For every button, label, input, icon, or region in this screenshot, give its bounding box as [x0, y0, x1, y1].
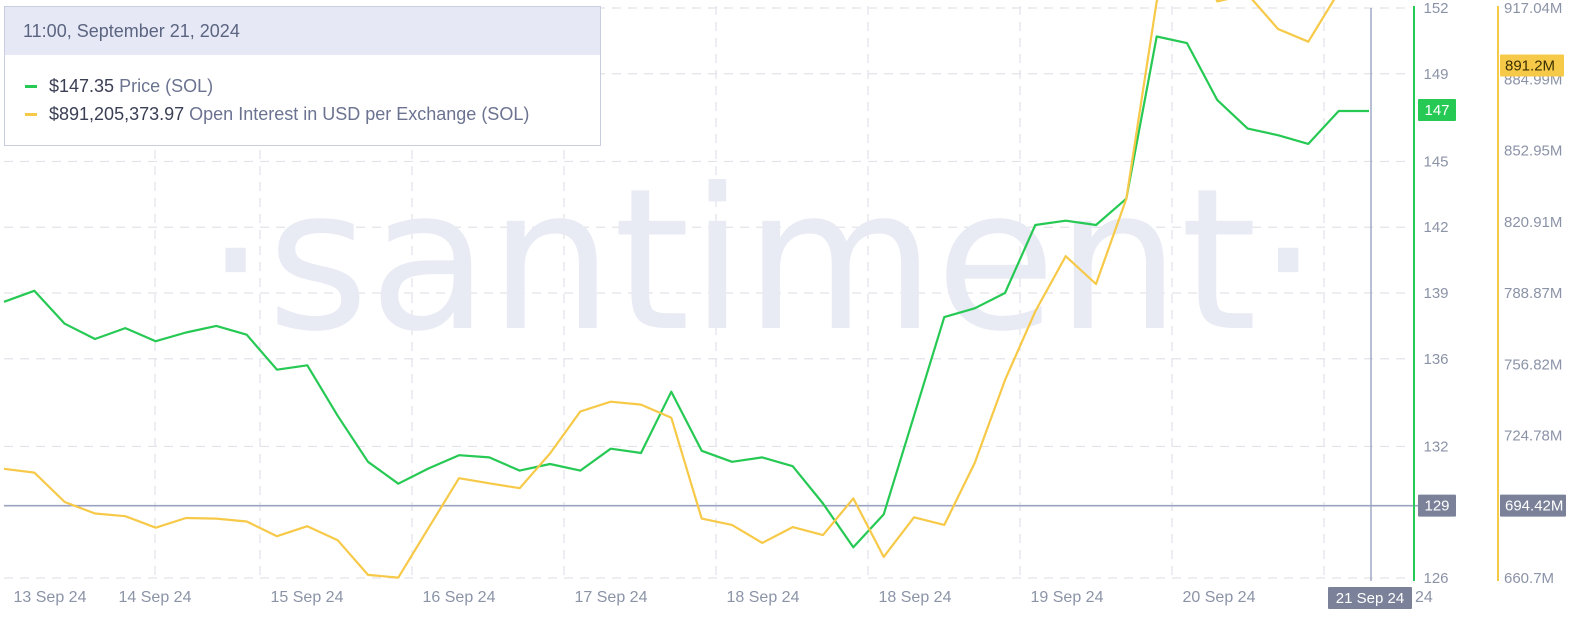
- price-crosshair-badge: 129: [1424, 498, 1449, 515]
- x-tick-label: 20 Sep 24: [1183, 589, 1256, 606]
- oi-tick-label: 788.87M: [1504, 285, 1562, 302]
- oi-legend-swatch: [25, 113, 37, 116]
- x-axis: 13 Sep 24 14 Sep 24 15 Sep 24 16 Sep 24 17 S…: [14, 589, 1433, 606]
- cursor-date-badge-bg: [1328, 587, 1412, 609]
- oi-crosshair-badge-bg: [1500, 494, 1566, 517]
- price-tick-label: 136: [1423, 351, 1448, 368]
- oi-tick-label: 820.91M: [1504, 214, 1562, 231]
- oi-series-line: [3, 0, 1336, 579]
- tooltip-oi-value: $891,205,373.97: [49, 104, 185, 124]
- price-tick-label: 132: [1423, 438, 1448, 455]
- price-tick-label: 126: [1423, 570, 1448, 587]
- price-tick-label: 139: [1423, 285, 1448, 302]
- oi-tick-label: 660.7M: [1504, 570, 1554, 587]
- x-tick-label-partial: 24: [1415, 589, 1433, 606]
- x-tick-label: 15 Sep 24: [271, 589, 344, 606]
- price-legend-swatch: [25, 85, 37, 88]
- oi-tick-label: 852.95M: [1504, 143, 1562, 160]
- price-tick-label: 142: [1423, 219, 1448, 236]
- price-tick-label: 152: [1423, 0, 1448, 17]
- price-series-line: [3, 35, 1369, 549]
- x-tick-label: 14 Sep 24: [119, 589, 192, 606]
- chart-tooltip: 11:00, September 21, 2024 $147.35 Price …: [4, 6, 601, 146]
- price-crosshair-badge-bg: [1418, 494, 1456, 517]
- tooltip-oi-label: Open Interest in USD per Exchange (SOL): [189, 104, 530, 124]
- price-tick-label: 149: [1423, 66, 1448, 83]
- price-tick-label: 145: [1423, 153, 1448, 170]
- axis-badges: 147 129 891.2M 694.42M 21 Sep 24: [1328, 54, 1566, 609]
- price-axis: 152 149 145 142 139 136 132 126: [1423, 0, 1448, 587]
- oi-tick-label: 756.82M: [1504, 356, 1562, 373]
- oi-tick-label: 917.04M: [1504, 0, 1562, 17]
- x-tick-label: 16 Sep 24: [423, 589, 496, 606]
- tooltip-row-price: $147.35 Price (SOL): [5, 72, 600, 100]
- tooltip-price-label: Price (SOL): [119, 76, 214, 96]
- series-layer: [3, 0, 1369, 579]
- x-tick-label: 18 Sep 24: [879, 589, 952, 606]
- oi-crosshair-badge: 694.42M: [1505, 498, 1563, 515]
- oi-current-badge: 891.2M: [1505, 57, 1555, 74]
- oi-tick-label: 724.78M: [1504, 428, 1562, 445]
- tooltip-price-value: $147.35: [49, 76, 115, 96]
- price-current-badge-bg: [1418, 98, 1456, 121]
- oi-current-badge-bg: [1500, 54, 1564, 77]
- x-tick-label: 17 Sep 24: [575, 589, 648, 606]
- tooltip-row-oi: $891,205,373.97 Open Interest in USD per…: [5, 100, 600, 128]
- tooltip-date: 11:00, September 21, 2024: [5, 7, 600, 55]
- x-tick-label: 19 Sep 24: [1031, 589, 1104, 606]
- x-tick-label: 18 Sep 24: [727, 589, 800, 606]
- chart-grid: [4, 6, 1412, 580]
- x-tick-label: 13 Sep 24: [14, 589, 87, 606]
- price-current-badge: 147: [1424, 102, 1449, 119]
- cursor-date-badge: 21 Sep 24: [1336, 590, 1404, 607]
- santiment-watermark: ·santiment·: [205, 147, 1320, 375]
